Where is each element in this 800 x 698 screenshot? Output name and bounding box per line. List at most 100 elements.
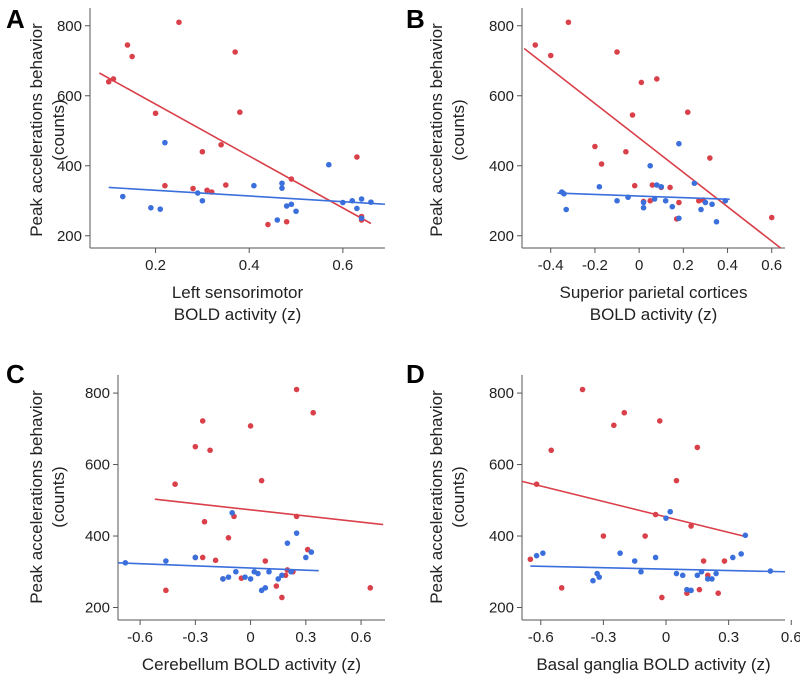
x-axis-title: BOLD activity (z) — [174, 305, 302, 324]
red-data-point — [696, 197, 702, 204]
x-tick-label: 0.4 — [239, 257, 260, 274]
blue-data-point — [596, 574, 603, 580]
blue-data-point — [262, 585, 269, 591]
blue-data-point — [698, 206, 704, 213]
red-data-point — [715, 590, 722, 596]
x-tick-label: 0.6 — [332, 257, 353, 274]
x-tick-label: -0.3 — [182, 629, 208, 646]
blue-data-point — [688, 587, 694, 594]
red-data-point — [611, 422, 617, 429]
red-data-point — [631, 182, 638, 189]
red-data-point — [283, 218, 290, 225]
red-data-point — [684, 109, 691, 115]
blue-data-point — [676, 140, 682, 147]
blue-data-point — [676, 215, 682, 222]
blue-data-point — [540, 550, 546, 556]
red-data-point — [579, 386, 586, 393]
red-data-point — [600, 533, 607, 539]
red-data-point — [696, 586, 703, 593]
red-data-point — [598, 161, 605, 167]
x-axis-title: Superior parietal cortices — [559, 283, 747, 302]
red-data-point — [204, 187, 210, 194]
blue-fit-line — [117, 562, 319, 572]
x-axis-title: Basal ganglia BOLD activity (z) — [536, 655, 770, 674]
blue-data-point — [358, 196, 365, 202]
red-data-point — [273, 583, 280, 589]
blue-data-point — [148, 204, 154, 211]
red-data-point — [162, 182, 168, 189]
panel-letter: C — [6, 359, 25, 389]
y-tick-label: 200 — [85, 599, 110, 616]
blue-data-point — [713, 570, 719, 577]
x-tick-label: 0.6 — [351, 629, 372, 646]
red-data-point — [558, 585, 565, 591]
blue-data-point — [229, 509, 235, 516]
red-data-point — [532, 42, 539, 48]
blue-data-point — [631, 558, 638, 564]
x-tick-label: 0.4 — [717, 257, 738, 274]
blue-fit-line — [108, 186, 386, 206]
red-data-point — [694, 444, 701, 451]
blue-data-point — [284, 540, 291, 546]
y-axis-title: (counts) — [449, 466, 468, 527]
red-data-point — [676, 199, 682, 206]
x-tick-label: 0.3 — [718, 629, 739, 646]
x-tick-label: 0.2 — [145, 257, 166, 274]
red-data-point — [199, 418, 206, 424]
blue-data-point — [730, 554, 736, 561]
blue-data-point — [303, 554, 309, 561]
blue-data-point — [288, 201, 295, 208]
x-tick-label: 0 — [635, 257, 643, 274]
blue-data-point — [654, 182, 660, 188]
blue-data-point — [293, 530, 300, 536]
red-data-point — [105, 78, 112, 85]
blue-data-point — [275, 576, 282, 582]
blue-data-point — [251, 182, 257, 189]
y-axis-title: Peak accelerations behavior — [27, 23, 46, 237]
blue-data-point — [617, 550, 623, 556]
blue-data-point — [247, 576, 254, 582]
blue-data-point — [652, 554, 659, 561]
blue-data-point — [308, 549, 315, 555]
x-tick-label: -0.6 — [528, 629, 554, 646]
red-data-point — [201, 518, 208, 525]
x-tick-label: -0.2 — [582, 257, 608, 274]
red-data-point — [176, 19, 182, 26]
red-data-point — [207, 447, 213, 454]
red-data-point — [293, 386, 300, 393]
blue-data-point — [658, 183, 665, 190]
blue-data-point — [684, 586, 690, 593]
red-fit-line — [154, 498, 384, 526]
red-fit-line — [98, 72, 372, 225]
panel-letter: A — [6, 4, 25, 34]
red-data-point — [218, 141, 224, 148]
red-fit-line — [523, 47, 782, 249]
red-data-point — [621, 409, 628, 416]
blue-data-point — [266, 568, 272, 575]
blue-data-point — [679, 572, 686, 579]
blue-data-point — [279, 572, 285, 579]
x-tick-label: 0.6 — [761, 257, 782, 274]
y-axis-title: Peak accelerations behavior — [27, 390, 46, 604]
x-tick-label: -0.4 — [538, 257, 564, 274]
x-axis-title: Left sensorimotor — [172, 283, 304, 302]
red-data-point — [700, 558, 707, 564]
panel-a: A 200 400 600 800 0.2 0.4 0.6 Left sensorimotor B… — [6, 4, 386, 324]
x-tick-label: -0.3 — [590, 629, 616, 646]
red-data-point — [129, 53, 135, 60]
x-tick-label: 0 — [246, 629, 254, 646]
blue-data-point — [709, 576, 715, 582]
blue-data-point — [283, 203, 290, 209]
panel-d: D 200 400 600 800 -0.6 -0.3 0 0.3 0.6 Basal gangli… — [406, 359, 800, 674]
x-tick-label: 0.3 — [295, 629, 316, 646]
blue-data-point — [533, 552, 540, 559]
blue-data-point — [738, 551, 744, 557]
y-tick-label: 200 — [489, 228, 514, 245]
blue-data-point — [590, 577, 596, 584]
panel-letter: D — [406, 359, 425, 389]
red-data-point — [265, 221, 271, 228]
red-data-point — [527, 556, 534, 563]
blue-data-point — [669, 203, 676, 210]
blue-fit-line — [557, 192, 730, 201]
blue-data-point — [640, 199, 647, 206]
